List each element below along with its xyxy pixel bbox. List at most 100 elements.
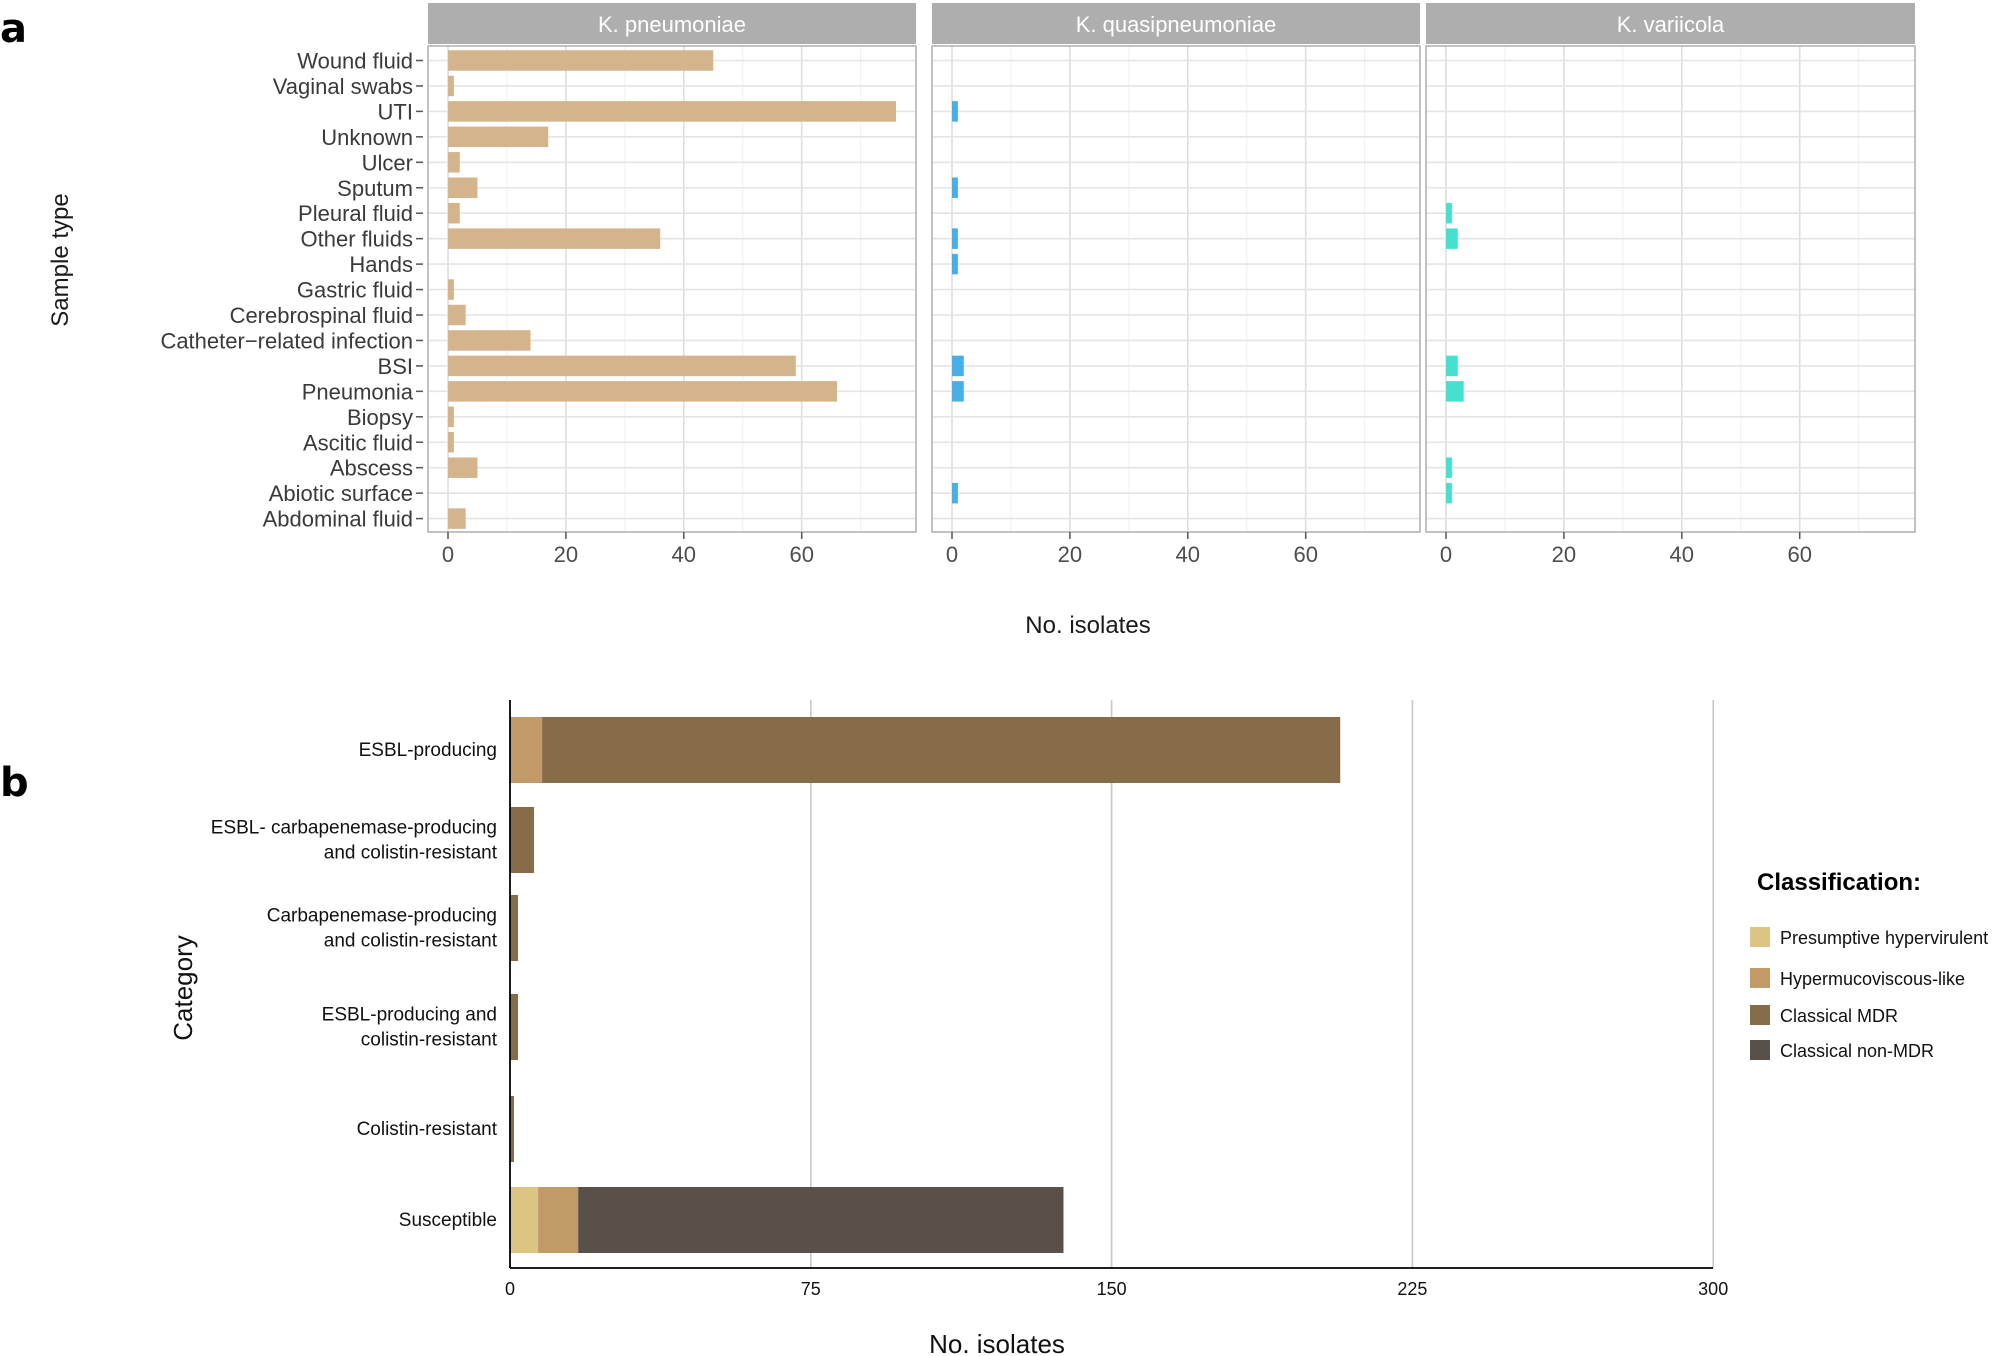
category-label-other-fluids: Other fluids [301, 227, 414, 252]
bar-k-pneumoniae-unknown [448, 126, 549, 148]
panel-b-bars [510, 717, 1341, 1253]
bar-k-pneumoniae-sputum [448, 177, 478, 198]
category-label-colistin-resistant: colistin-resistant [361, 1030, 498, 1051]
panel-a-letter: a [0, 6, 27, 52]
bar-hypermucoviscous-like-esbl-producing [510, 717, 543, 783]
legend-label-classical-non-mdr: Classical non-MDR [1780, 1041, 1934, 1061]
bar-k-quasipneumoniae-uti [952, 101, 958, 122]
panel-b-gridlines [810, 700, 1715, 1268]
bar-k-pneumoniae-abscess [448, 457, 478, 478]
panel-b-category-labels: ESBL-producing ESBL- carbapenemase-produc… [211, 740, 498, 1231]
bar-classical-mdr-colistin-resistant [510, 1096, 515, 1162]
bar-k-pneumoniae-pneumonia [448, 381, 838, 402]
category-label-susceptible: Susceptible [399, 1210, 497, 1231]
bar-k-quasipneumoniae-bsi [952, 355, 964, 377]
bar-k-pneumoniae-ulcer [448, 152, 460, 173]
x-tick-label: 0 [1440, 542, 1452, 567]
category-label-esbl-producing-and: ESBL-producing and [322, 1005, 497, 1026]
category-label-pneumonia: Pneumonia [302, 379, 414, 404]
legend-label-hypermucoviscous-like: Hypermucoviscous-like [1780, 969, 1965, 989]
category-label-unknown: Unknown [321, 125, 413, 150]
category-label-hands: Hands [349, 252, 413, 277]
x-tick-label: 150 [1097, 1279, 1127, 1299]
x-tick-label: 40 [1670, 542, 1694, 567]
bar-k-pneumoniae-uti [448, 101, 897, 122]
plot-border [1425, 45, 1916, 533]
bar-k-quasipneumoniae-abiotic-surface [952, 482, 958, 504]
category-label-sputum: Sputum [337, 176, 413, 201]
bar-k-variicola-other-fluids [1446, 228, 1458, 249]
x-tick-label: 20 [1058, 542, 1082, 567]
bar-k-variicola-pneumonia [1446, 381, 1464, 402]
x-tick-label: 0 [946, 542, 958, 567]
legend-swatch-classical-mdr [1750, 1005, 1770, 1025]
bar-classical-mdr-carbapenemase-producing-and-colistin-resistant [510, 895, 519, 961]
facet-strip-label: K. variicola [1617, 12, 1725, 37]
facet-strip-label: K. pneumoniae [598, 12, 746, 37]
bar-k-pneumoniae-catheter-related-infection [448, 330, 531, 351]
category-label-biopsy: Biopsy [347, 405, 413, 430]
legend-label-classical-mdr: Classical MDR [1780, 1006, 1898, 1026]
x-tick-label: 60 [789, 542, 813, 567]
x-tick-label: 40 [1176, 542, 1200, 567]
x-tick-label: 60 [1293, 542, 1317, 567]
bar-k-pneumoniae-gastric-fluid [448, 279, 454, 300]
facet-strip [932, 3, 1420, 44]
category-label-gastric-fluid: Gastric fluid [297, 278, 413, 303]
x-tick-label: 75 [801, 1279, 821, 1299]
x-tick-label: 20 [554, 542, 578, 567]
plot-border [931, 45, 1421, 533]
category-label-carbapenemase-producing: Carbapenemase-producing [267, 906, 497, 927]
panel-a-x-axis-title: No. isolates [1025, 612, 1150, 639]
legend-swatch-classical-non-mdr [1750, 1040, 1770, 1060]
category-label-esbl-carbapenemase-producing: ESBL- carbapenemase-producing [211, 818, 497, 839]
bar-k-pneumoniae-ascitic-fluid [448, 432, 454, 453]
panel-a-y-axis-title: Sample type [47, 193, 74, 326]
category-label-esbl-producing: ESBL-producing [359, 740, 497, 761]
panel-a-facets: K. pneumoniae 0 20 40 60 K. quasipneumoniae 0 2… [427, 3, 1916, 567]
category-label-wound-fluid: Wound fluid [297, 49, 413, 74]
category-label-vaginal-swabs: Vaginal swabs [273, 74, 413, 99]
panel-a: a Sample type No. isolates Wound fluidVa… [0, 3, 1916, 639]
bar-k-quasipneumoniae-sputum [952, 177, 958, 198]
bar-k-pneumoniae-abdominal-fluid [448, 508, 466, 529]
bar-k-variicola-abiotic-surface [1446, 482, 1452, 504]
bar-k-quasipneumoniae-other-fluids [952, 228, 958, 249]
plot-border [427, 45, 917, 533]
x-tick-label: 0 [505, 1279, 515, 1299]
bar-presumptive-hypervirulent-susceptible [510, 1187, 539, 1253]
category-label-ascitic-fluid: Ascitic fluid [303, 430, 413, 455]
legend-title: Classification: [1757, 869, 1921, 896]
bar-k-pneumoniae-wound-fluid [448, 50, 714, 71]
x-tick-label: 20 [1552, 542, 1576, 567]
category-label-bsi: BSI [378, 354, 413, 379]
category-label-catheter-related-infection: Catheter−related infection [160, 328, 413, 353]
bar-k-pneumoniae-biopsy [448, 406, 454, 428]
category-label-abdominal-fluid: Abdominal fluid [263, 507, 413, 532]
category-label-colistin-resistant: Colistin-resistant [357, 1119, 498, 1140]
bar-hypermucoviscous-like-susceptible [538, 1187, 579, 1253]
panel-b-y-axis-title: Category [168, 935, 198, 1041]
bar-k-pneumoniae-pleural-fluid [448, 202, 460, 224]
legend: Classification: Presumptive hypervirulen… [1750, 869, 1988, 1061]
bar-k-pneumoniae-bsi [448, 355, 796, 377]
bar-k-pneumoniae-cerebrospinal-fluid [448, 304, 466, 326]
legend-swatch-presumptive-hypervirulent [1750, 927, 1770, 947]
panel-b-x-axis-title: No. isolates [929, 1329, 1065, 1356]
gridlines [1426, 46, 1915, 532]
panel-b-letter: b [0, 760, 29, 806]
bar-classical-mdr-esbl-producing [542, 717, 1341, 783]
bar-k-variicola-abscess [1446, 457, 1452, 478]
category-label-cerebrospinal-fluid: Cerebrospinal fluid [230, 303, 413, 328]
legend-label-presumptive-hypervirulent: Presumptive hypervirulent [1780, 928, 1988, 948]
facet-k-variicola: K. variicola 0 20 40 60 [1425, 3, 1916, 567]
panel-b-axes [509, 700, 1713, 1269]
bar-classical-mdr-esbl-producing-and-colistin-resistant [510, 994, 519, 1060]
x-tick-label: 60 [1787, 542, 1811, 567]
x-tick-label: 225 [1397, 1279, 1427, 1299]
facet-strip [1426, 3, 1915, 44]
bar-k-quasipneumoniae-hands [952, 253, 958, 275]
category-label-abscess: Abscess [330, 456, 413, 481]
category-label-and-colistin-resistant: and colistin-resistant [324, 931, 498, 952]
